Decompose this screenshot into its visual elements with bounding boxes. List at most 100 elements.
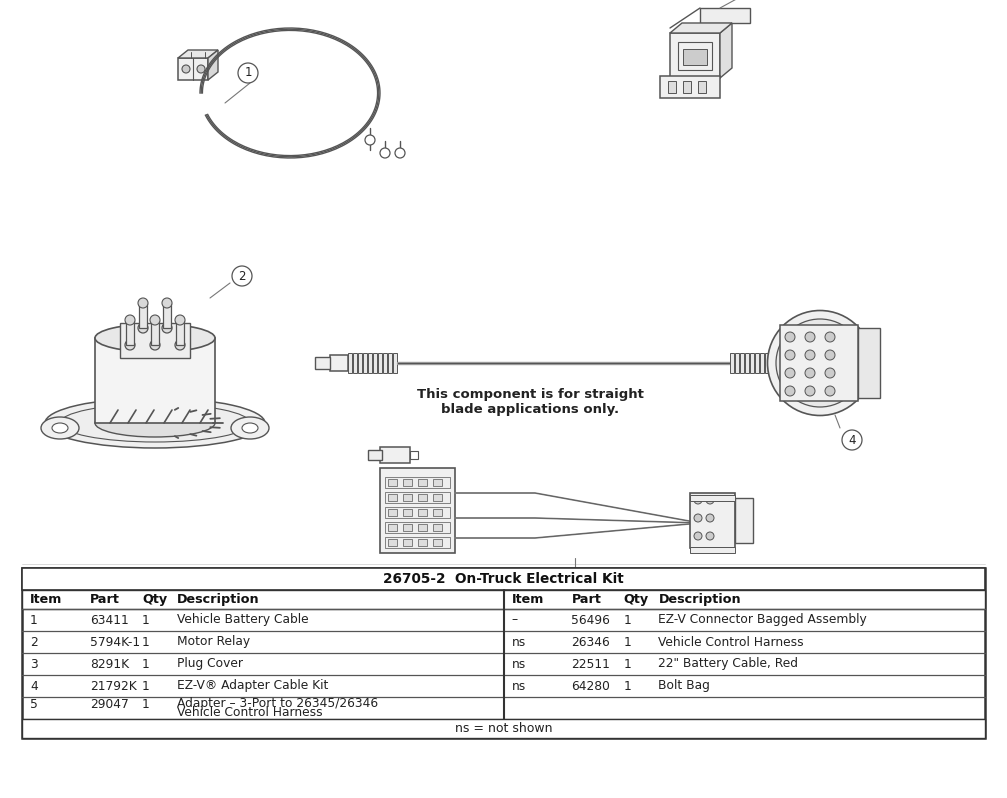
- Circle shape: [825, 386, 835, 396]
- Bar: [683, 81, 691, 93]
- Text: 5: 5: [30, 698, 38, 711]
- Text: Description: Description: [659, 593, 741, 606]
- Bar: [385, 477, 450, 488]
- Ellipse shape: [175, 340, 185, 350]
- Bar: [418, 479, 427, 486]
- Text: Motor Relay: Motor Relay: [177, 635, 250, 649]
- Text: This component is for straight
blade applications only.: This component is for straight blade app…: [417, 388, 643, 416]
- Bar: [388, 509, 397, 516]
- Bar: [385, 507, 450, 518]
- Ellipse shape: [125, 315, 135, 325]
- Text: 26705-2  On-Truck Electrical Kit: 26705-2 On-Truck Electrical Kit: [383, 572, 624, 586]
- Circle shape: [825, 350, 835, 360]
- Text: Qty: Qty: [623, 593, 649, 606]
- Circle shape: [805, 386, 815, 396]
- Bar: [348, 353, 352, 373]
- Text: 4: 4: [30, 680, 37, 693]
- Text: 63411: 63411: [90, 614, 129, 626]
- Bar: [745, 353, 749, 373]
- Text: ns: ns: [512, 635, 526, 649]
- Text: EZ-V Connector Bagged Assembly: EZ-V Connector Bagged Assembly: [659, 614, 867, 626]
- Text: Adapter – 3-Port to 26345/26346: Adapter – 3-Port to 26345/26346: [177, 697, 378, 710]
- Bar: [690, 493, 735, 548]
- Text: ns = not shown: ns = not shown: [455, 722, 552, 735]
- Circle shape: [842, 430, 862, 450]
- Bar: [388, 353, 392, 373]
- Circle shape: [805, 368, 815, 378]
- Bar: [151, 320, 159, 345]
- Ellipse shape: [52, 423, 68, 433]
- Bar: [368, 450, 382, 460]
- Polygon shape: [720, 23, 732, 78]
- Polygon shape: [178, 50, 218, 58]
- Ellipse shape: [767, 310, 872, 416]
- Bar: [383, 353, 387, 373]
- Bar: [126, 320, 134, 345]
- Circle shape: [825, 368, 835, 378]
- Ellipse shape: [162, 298, 172, 308]
- Ellipse shape: [95, 324, 215, 352]
- Text: Qty: Qty: [142, 593, 167, 606]
- Circle shape: [232, 266, 252, 286]
- Ellipse shape: [150, 315, 160, 325]
- Ellipse shape: [95, 409, 215, 437]
- Polygon shape: [670, 23, 732, 33]
- Bar: [388, 494, 397, 501]
- Bar: [735, 498, 753, 543]
- Bar: [380, 468, 455, 553]
- Bar: [363, 353, 367, 373]
- Ellipse shape: [60, 404, 250, 442]
- Text: 56496: 56496: [572, 614, 610, 626]
- Bar: [403, 494, 412, 501]
- Text: 21792K: 21792K: [90, 680, 137, 693]
- Bar: [120, 323, 190, 358]
- Circle shape: [380, 148, 390, 158]
- Text: ns: ns: [512, 658, 526, 670]
- Circle shape: [706, 496, 714, 504]
- Text: EZ-V® Adapter Cable Kit: EZ-V® Adapter Cable Kit: [177, 680, 328, 693]
- Bar: [698, 81, 706, 93]
- Bar: [388, 479, 397, 486]
- Circle shape: [785, 332, 795, 342]
- Circle shape: [805, 350, 815, 360]
- Text: Plug Cover: Plug Cover: [177, 658, 243, 670]
- Bar: [368, 353, 372, 373]
- Circle shape: [395, 148, 405, 158]
- Bar: [403, 539, 412, 546]
- Bar: [403, 524, 412, 531]
- Text: Description: Description: [177, 593, 260, 606]
- Text: Vehicle Control Harness: Vehicle Control Harness: [177, 706, 322, 719]
- Circle shape: [785, 386, 795, 396]
- Circle shape: [785, 368, 795, 378]
- Bar: [388, 524, 397, 531]
- Text: 1: 1: [142, 614, 150, 626]
- Bar: [330, 355, 348, 371]
- Bar: [385, 492, 450, 503]
- Text: 22511: 22511: [572, 658, 610, 670]
- Bar: [683, 49, 707, 65]
- Text: 1: 1: [142, 680, 150, 693]
- Text: 1: 1: [623, 635, 631, 649]
- Text: 1: 1: [623, 658, 631, 670]
- Bar: [735, 353, 739, 373]
- Text: 29047: 29047: [90, 698, 129, 711]
- Circle shape: [238, 63, 258, 83]
- Bar: [780, 325, 858, 401]
- Bar: [22, 719, 985, 738]
- Bar: [690, 547, 735, 553]
- Text: Part: Part: [572, 593, 601, 606]
- Circle shape: [694, 496, 702, 504]
- Bar: [139, 303, 147, 328]
- Text: 2: 2: [239, 270, 246, 282]
- Bar: [176, 320, 184, 345]
- Text: Bolt Bag: Bolt Bag: [659, 680, 710, 693]
- Ellipse shape: [45, 398, 265, 448]
- Ellipse shape: [776, 319, 864, 407]
- Bar: [178, 58, 208, 80]
- Bar: [700, 8, 750, 23]
- Bar: [433, 479, 442, 486]
- Bar: [418, 524, 427, 531]
- Bar: [22, 568, 985, 738]
- Bar: [433, 539, 442, 546]
- Bar: [385, 537, 450, 548]
